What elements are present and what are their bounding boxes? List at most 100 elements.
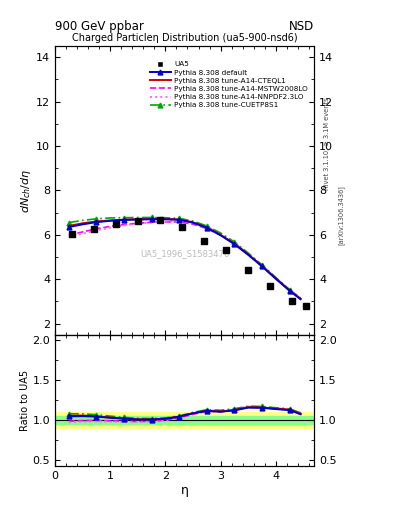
UA5: [202, 239, 206, 245]
X-axis label: η: η: [181, 483, 189, 497]
Pythia 8.308 tune-A14-CTEQL1: [260, 263, 264, 269]
Pythia 8.308 tune-A14-MSTW2008LO: [122, 222, 127, 228]
Legend: UA5, Pythia 8.308 default, Pythia 8.308 tune-A14-CTEQL1, Pythia 8.308 tune-A14-M: UA5, Pythia 8.308 default, Pythia 8.308 …: [147, 58, 311, 111]
Pythia 8.308 tune-A14-MSTW2008LO: [274, 275, 278, 281]
Pythia 8.308 tune-CUETP8S1: [122, 215, 127, 221]
Pythia 8.308 tune-A14-NNPDF2.3LO: [163, 219, 168, 225]
Pythia 8.308 tune-A14-NNPDF2.3LO: [274, 275, 278, 281]
Pythia 8.308 tune-CUETP8S1: [260, 262, 264, 268]
Pythia 8.308 tune-A14-NNPDF2.3LO: [218, 230, 223, 237]
Pythia 8.308 tune-A14-NNPDF2.3LO: [122, 222, 127, 228]
Text: UA5_1996_S1583476: UA5_1996_S1583476: [140, 249, 230, 259]
UA5: [180, 224, 184, 230]
UA5: [113, 221, 118, 227]
UA5: [268, 283, 273, 289]
Pythia 8.308 tune-CUETP8S1: [298, 295, 303, 301]
Title: Charged Particleη Distribution (ua5-900-nsd6): Charged Particleη Distribution (ua5-900-…: [72, 33, 298, 42]
Pythia 8.308 tune-CUETP8S1: [136, 215, 140, 221]
Pythia 8.308 tune-A14-NNPDF2.3LO: [191, 220, 195, 226]
Pythia 8.308 tune-CUETP8S1: [191, 218, 195, 224]
Pythia 8.308 tune-A14-MSTW2008LO: [66, 232, 71, 238]
Pythia 8.308 default: [177, 217, 182, 223]
Pythia 8.308 tune-A14-MSTW2008LO: [260, 263, 264, 269]
Pythia 8.308 tune-A14-CTEQL1: [298, 295, 303, 302]
Pythia 8.308 tune-A14-NNPDF2.3LO: [246, 250, 250, 257]
Pythia 8.308 tune-CUETP8S1: [287, 287, 292, 293]
Line: Pythia 8.308 tune-A14-NNPDF2.3LO: Pythia 8.308 tune-A14-NNPDF2.3LO: [69, 221, 301, 299]
Pythia 8.308 tune-CUETP8S1: [80, 217, 85, 223]
Pythia 8.308 tune-A14-CTEQL1: [122, 217, 127, 223]
Pythia 8.308 default: [122, 217, 127, 223]
Pythia 8.308 tune-A14-MSTW2008LO: [108, 223, 112, 229]
UA5: [224, 247, 228, 253]
Line: Pythia 8.308 default: Pythia 8.308 default: [69, 219, 301, 299]
Pythia 8.308 default: [66, 224, 71, 230]
Bar: [55, 416, 314, 424]
Text: NSD: NSD: [289, 20, 314, 33]
Pythia 8.308 tune-A14-NNPDF2.3LO: [204, 224, 209, 230]
Pythia 8.308 default: [260, 263, 264, 269]
Pythia 8.308 tune-A14-CTEQL1: [66, 223, 71, 229]
Pythia 8.308 tune-A14-NNPDF2.3LO: [94, 227, 99, 233]
Pythia 8.308 tune-CUETP8S1: [274, 274, 278, 281]
Pythia 8.308 default: [80, 221, 85, 227]
Pythia 8.308 tune-A14-CTEQL1: [191, 219, 195, 225]
Text: 900 GeV ppbar: 900 GeV ppbar: [55, 20, 144, 33]
Pythia 8.308 tune-A14-NNPDF2.3LO: [177, 218, 182, 224]
Pythia 8.308 tune-A14-CTEQL1: [218, 232, 223, 238]
Pythia 8.308 tune-A14-MSTW2008LO: [191, 221, 195, 227]
Pythia 8.308 default: [136, 217, 140, 223]
UA5: [91, 226, 96, 232]
Line: Pythia 8.308 tune-A14-MSTW2008LO: Pythia 8.308 tune-A14-MSTW2008LO: [69, 222, 301, 298]
Pythia 8.308 default: [274, 275, 278, 282]
Pythia 8.308 tune-CUETP8S1: [66, 220, 71, 226]
Pythia 8.308 tune-A14-CTEQL1: [163, 216, 168, 222]
Pythia 8.308 tune-CUETP8S1: [218, 230, 223, 236]
Pythia 8.308 default: [246, 252, 250, 258]
Pythia 8.308 tune-A14-NNPDF2.3LO: [232, 240, 237, 246]
Text: Rivet 3.1.10; ≥ 3.1M events: Rivet 3.1.10; ≥ 3.1M events: [324, 97, 330, 189]
UA5: [246, 267, 250, 273]
Pythia 8.308 tune-A14-NNPDF2.3LO: [108, 225, 112, 231]
Pythia 8.308 tune-CUETP8S1: [177, 216, 182, 222]
Pythia 8.308 tune-A14-MSTW2008LO: [149, 219, 154, 225]
Pythia 8.308 default: [163, 216, 168, 222]
Pythia 8.308 default: [232, 241, 237, 247]
Pythia 8.308 tune-A14-MSTW2008LO: [177, 219, 182, 225]
Bar: [55, 412, 314, 429]
Pythia 8.308 tune-A14-MSTW2008LO: [94, 226, 99, 232]
Pythia 8.308 tune-A14-NNPDF2.3LO: [287, 287, 292, 293]
Pythia 8.308 tune-A14-MSTW2008LO: [204, 225, 209, 231]
Pythia 8.308 tune-A14-CTEQL1: [274, 275, 278, 282]
Text: [arXiv:1306.3436]: [arXiv:1306.3436]: [338, 185, 345, 245]
Pythia 8.308 default: [108, 218, 112, 224]
Pythia 8.308 tune-A14-CTEQL1: [246, 251, 250, 258]
Pythia 8.308 tune-CUETP8S1: [108, 215, 112, 221]
Pythia 8.308 tune-A14-NNPDF2.3LO: [66, 234, 71, 240]
UA5: [290, 298, 295, 305]
Pythia 8.308 tune-A14-MSTW2008LO: [136, 220, 140, 226]
Pythia 8.308 tune-CUETP8S1: [246, 250, 250, 256]
Pythia 8.308 default: [287, 288, 292, 294]
Pythia 8.308 tune-A14-MSTW2008LO: [246, 251, 250, 258]
Pythia 8.308 default: [298, 296, 303, 302]
Pythia 8.308 tune-A14-MSTW2008LO: [218, 232, 223, 238]
Pythia 8.308 default: [218, 232, 223, 238]
Pythia 8.308 tune-A14-NNPDF2.3LO: [260, 262, 264, 268]
Pythia 8.308 tune-CUETP8S1: [149, 215, 154, 221]
Pythia 8.308 tune-A14-CTEQL1: [232, 241, 237, 247]
Pythia 8.308 tune-CUETP8S1: [204, 223, 209, 229]
UA5: [69, 230, 74, 237]
Pythia 8.308 tune-CUETP8S1: [94, 216, 99, 222]
Line: UA5: UA5: [68, 217, 309, 309]
Pythia 8.308 default: [204, 225, 209, 231]
Pythia 8.308 tune-A14-MSTW2008LO: [232, 241, 237, 247]
Pythia 8.308 tune-A14-NNPDF2.3LO: [298, 296, 303, 302]
Pythia 8.308 tune-A14-MSTW2008LO: [80, 229, 85, 235]
Pythia 8.308 tune-A14-NNPDF2.3LO: [80, 230, 85, 237]
UA5: [136, 218, 140, 224]
Pythia 8.308 tune-CUETP8S1: [163, 215, 168, 221]
Pythia 8.308 tune-A14-CTEQL1: [204, 224, 209, 230]
Line: Pythia 8.308 tune-A14-CTEQL1: Pythia 8.308 tune-A14-CTEQL1: [69, 219, 301, 298]
Pythia 8.308 tune-A14-CTEQL1: [108, 217, 112, 223]
